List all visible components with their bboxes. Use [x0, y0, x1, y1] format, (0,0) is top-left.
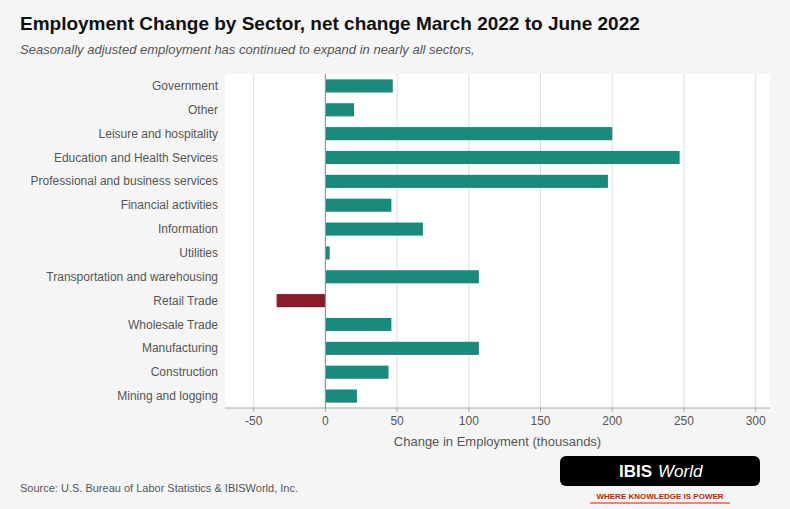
tick-label: Education and Health Services [54, 151, 218, 165]
tick-mark [253, 408, 254, 412]
zero-line [325, 74, 326, 408]
tick-mark [325, 408, 326, 412]
tick-mark [683, 408, 684, 412]
tick-label: Manufacturing [142, 341, 218, 355]
plot-area [225, 74, 770, 408]
logo-underline [590, 503, 730, 504]
grid-line [755, 74, 756, 408]
tick-label: Mining and logging [117, 389, 218, 403]
tick-label: Transportation and warehousing [46, 270, 218, 284]
tick-label: Leisure and hospitality [99, 127, 218, 141]
bar [325, 366, 388, 379]
tick-label: Financial activities [121, 198, 218, 212]
tick-mark [612, 408, 613, 412]
grid-line [253, 74, 254, 408]
tick-label: Retail Trade [153, 294, 218, 308]
grid-line [683, 74, 684, 408]
bar [325, 223, 423, 236]
bar [325, 390, 357, 403]
x-axis: -50 0 50 100 150 200 250 300 [225, 408, 770, 428]
tick-label: 0 [322, 414, 329, 428]
tick-mark [468, 408, 469, 412]
tick-label: 150 [531, 414, 551, 428]
bar [325, 103, 354, 116]
subtitle: Seasonally adjusted employment has conti… [20, 42, 475, 57]
bar [325, 127, 612, 140]
logo-text: IBIS [619, 462, 652, 481]
bar [325, 175, 608, 188]
grid-line [540, 74, 541, 408]
bar [325, 342, 478, 355]
tick-label: 300 [746, 414, 766, 428]
title: Employment Change by Sector, net change … [20, 13, 640, 34]
tick-label: Construction [151, 365, 218, 379]
tick-label: 250 [674, 414, 694, 428]
bars [277, 79, 680, 402]
logo-text: World [658, 462, 703, 481]
grid [254, 74, 756, 408]
tick-label: 200 [602, 414, 622, 428]
bar [325, 318, 391, 331]
bar [325, 199, 391, 212]
tick-label: Wholesale Trade [128, 318, 218, 332]
background [0, 0, 790, 509]
logo: IBIS World WHERE KNOWLEDGE IS POWER [560, 456, 760, 503]
tick-label: Information [158, 222, 218, 236]
tick-label: Utilities [179, 246, 218, 260]
source: Source: U.S. Bureau of Labor Statistics … [20, 482, 298, 494]
logo-tagline: WHERE KNOWLEDGE IS POWER [596, 492, 723, 501]
bar [325, 151, 679, 164]
logo-box [560, 456, 760, 486]
tick-label: Other [188, 103, 218, 117]
grid-line [397, 74, 398, 408]
grid-line [612, 74, 613, 408]
tick-label: Professional and business services [31, 174, 218, 188]
grid-line [468, 74, 469, 408]
chart: Employment Change by Sector, net change … [0, 0, 790, 509]
tick-label: 50 [390, 414, 404, 428]
bar [325, 270, 478, 283]
y-axis: Government Other Leisure and hospitality Ed… [31, 79, 219, 403]
axis-line [225, 408, 770, 409]
bar [277, 294, 326, 307]
tick-mark [755, 408, 756, 412]
bar [325, 79, 392, 92]
tick-mark [397, 408, 398, 412]
zero-line [325, 74, 326, 408]
tick-label: 100 [459, 414, 479, 428]
tick-mark [540, 408, 541, 412]
axis-label: Change in Employment (thousands) [394, 434, 601, 449]
tick-label: -50 [245, 414, 263, 428]
bar [325, 246, 329, 259]
tick-label: Government [152, 79, 219, 93]
